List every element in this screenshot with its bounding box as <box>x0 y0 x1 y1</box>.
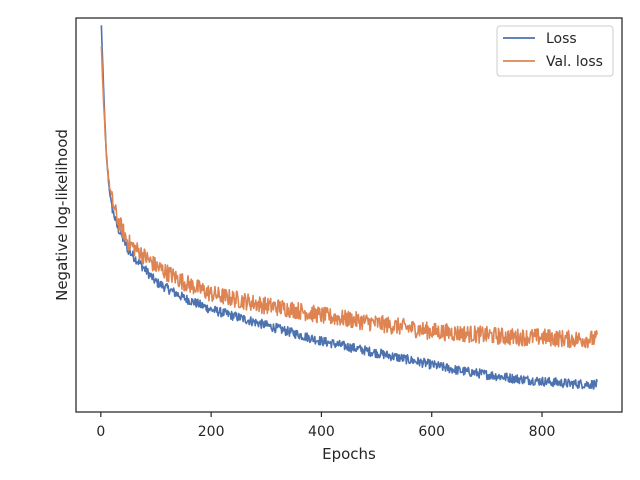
x-tick-label: 0 <box>96 424 105 440</box>
legend: Loss Val. loss <box>496 25 614 77</box>
series-lines <box>100 25 598 390</box>
y-axis-label: Negative log-likelihood <box>53 129 71 301</box>
x-tick-label: 200 <box>198 424 225 440</box>
x-tick-label: 800 <box>529 424 556 440</box>
legend-label-loss: Loss <box>546 31 577 47</box>
x-axis-label: Epochs <box>322 445 376 463</box>
x-tick-label: 400 <box>308 424 335 440</box>
series-line-loss <box>100 25 598 390</box>
series-line-val-loss <box>100 46 598 349</box>
legend-label-val-loss: Val. loss <box>546 54 603 70</box>
x-axis: 0 200 400 600 800 <box>96 412 555 440</box>
x-tick-label: 600 <box>418 424 445 440</box>
plot-frame <box>75 17 623 413</box>
